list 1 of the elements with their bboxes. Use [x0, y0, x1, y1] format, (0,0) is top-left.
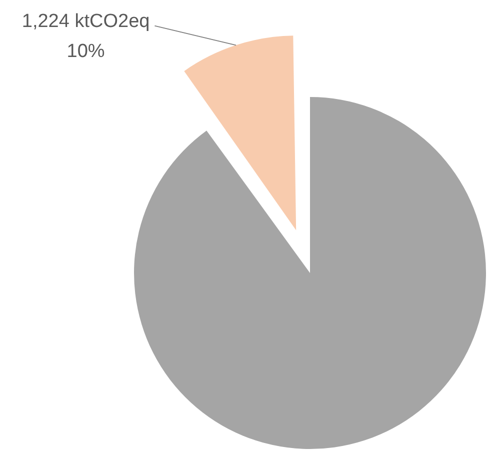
- data-label: 1,224 ktCO2eq 10%: [22, 11, 150, 62]
